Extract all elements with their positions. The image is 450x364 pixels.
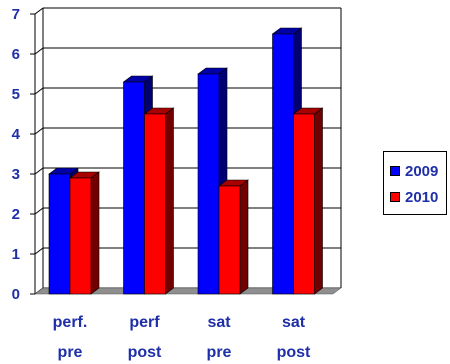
x-tick-label: pre xyxy=(58,344,83,361)
x-tick-label: sat xyxy=(207,314,231,331)
bar-2010-3 xyxy=(292,107,324,295)
legend-label-2010: 2010 xyxy=(405,188,439,206)
y-tick-label: 0 xyxy=(12,286,20,303)
legend-label-2009: 2009 xyxy=(405,162,439,180)
x-tick-label: post xyxy=(277,344,311,361)
x-tick-label: perf. xyxy=(53,314,88,331)
y-tick-label: 4 xyxy=(12,126,21,143)
x-tick-label: post xyxy=(128,344,162,361)
y-tick-label: 1 xyxy=(12,246,20,263)
x-axis-ticks: perf. pre perf post sat pre sat post xyxy=(53,314,311,361)
y-tick-label: 3 xyxy=(12,166,20,183)
gridline-diagonal xyxy=(34,127,44,135)
legend-swatch-2010 xyxy=(390,192,400,202)
y-tick-label: 2 xyxy=(12,206,20,223)
gridline-diagonal xyxy=(34,87,44,95)
x-tick-label: pre xyxy=(207,344,232,361)
legend-swatch-2009 xyxy=(390,166,400,176)
y-tick-label: 5 xyxy=(12,86,20,103)
bars xyxy=(48,27,324,295)
gridline-diagonal xyxy=(34,167,44,175)
legend: 2009 2010 xyxy=(383,151,447,215)
y-tick-label: 6 xyxy=(12,46,20,63)
bar-2010-0 xyxy=(69,171,100,295)
legend-item-2010: 2010 xyxy=(390,188,438,206)
legend-item-2009: 2009 xyxy=(390,162,438,180)
gridline-diagonal xyxy=(34,247,44,255)
bar-2010-2 xyxy=(218,179,249,295)
gridline-diagonal xyxy=(34,47,44,55)
bar-2010-1 xyxy=(143,107,175,295)
y-tick-label: 7 xyxy=(12,6,20,23)
gridline-diagonal xyxy=(34,7,44,15)
x-tick-label: perf xyxy=(129,314,160,331)
y-axis-ticks: 0 1 2 3 4 5 6 7 xyxy=(12,6,21,303)
gridline-diagonal xyxy=(34,207,44,215)
x-tick-label: sat xyxy=(282,314,306,331)
